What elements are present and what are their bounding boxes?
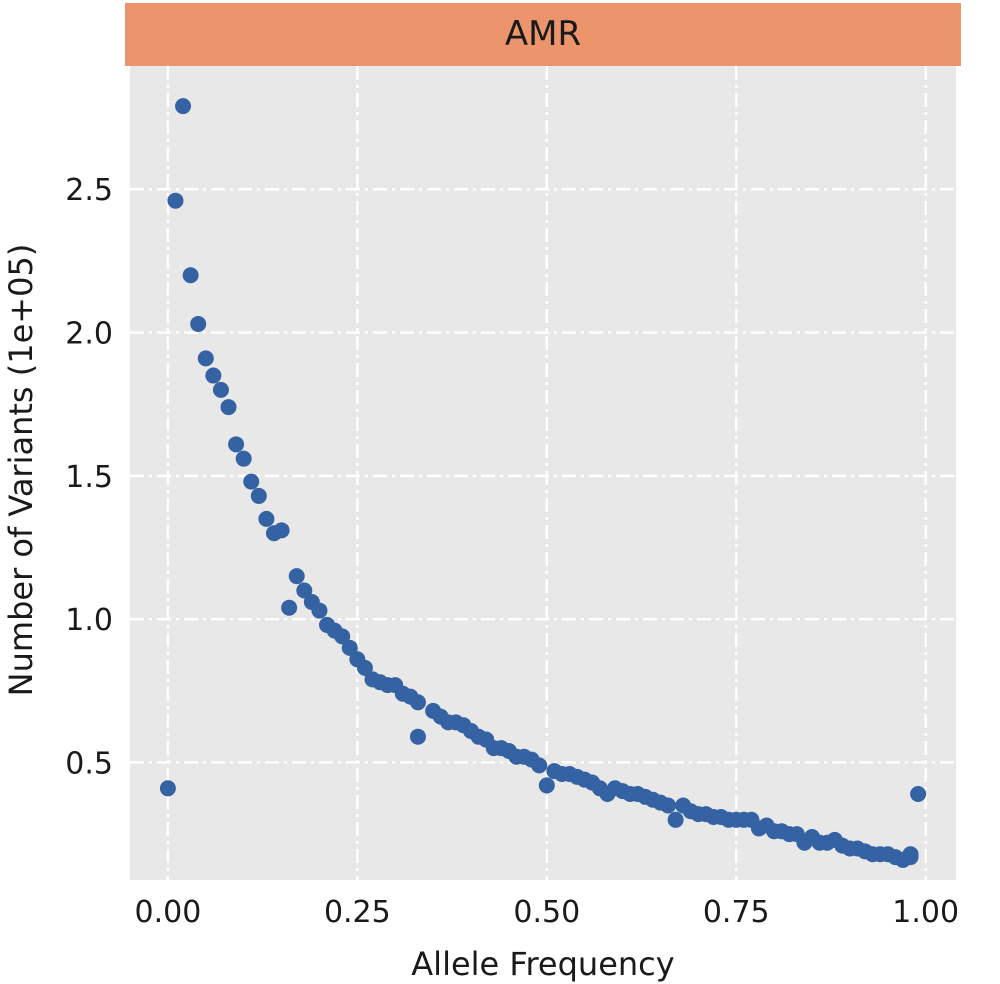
data-point xyxy=(236,451,252,467)
data-point xyxy=(410,729,426,745)
x-tick-label: 0.75 xyxy=(703,895,770,930)
data-point xyxy=(243,474,259,490)
data-point xyxy=(228,436,244,452)
x-tick-label: 0.00 xyxy=(134,895,201,930)
data-point xyxy=(160,780,176,796)
y-tick-label: 2.5 xyxy=(65,173,113,208)
y-tick-label: 2.0 xyxy=(65,317,113,352)
data-point xyxy=(311,603,327,619)
data-point xyxy=(274,522,290,538)
y-tick-label: 1.0 xyxy=(65,603,113,638)
data-point xyxy=(251,488,267,504)
data-point xyxy=(903,846,919,862)
data-point xyxy=(289,568,305,584)
data-point xyxy=(221,399,237,415)
data-point xyxy=(190,316,206,332)
data-point xyxy=(660,797,676,813)
data-point xyxy=(668,812,684,828)
data-point xyxy=(205,368,221,384)
data-point xyxy=(167,193,183,209)
data-point xyxy=(910,786,926,802)
data-point xyxy=(213,382,229,398)
data-point xyxy=(258,511,274,527)
x-axis-title: Allele Frequency xyxy=(411,945,674,983)
x-tick-labels: 0.00 0.25 0.50 0.75 1.00 xyxy=(134,895,959,930)
y-tick-label: 0.5 xyxy=(65,746,113,781)
data-point xyxy=(198,350,214,366)
data-point xyxy=(281,600,297,616)
y-tick-labels: 0.5 1.0 1.5 2.0 2.5 xyxy=(65,173,113,781)
facet-title: AMR xyxy=(505,14,581,54)
data-point xyxy=(410,694,426,710)
x-tick-label: 1.00 xyxy=(892,895,959,930)
x-tick-label: 0.50 xyxy=(513,895,580,930)
data-point xyxy=(175,98,191,114)
x-tick-label: 0.25 xyxy=(324,895,391,930)
data-point xyxy=(531,757,547,773)
y-axis-title: Number of Variants (1e+05) xyxy=(2,244,40,697)
data-point xyxy=(183,267,199,283)
y-tick-label: 1.5 xyxy=(65,460,113,495)
data-point xyxy=(539,777,555,793)
